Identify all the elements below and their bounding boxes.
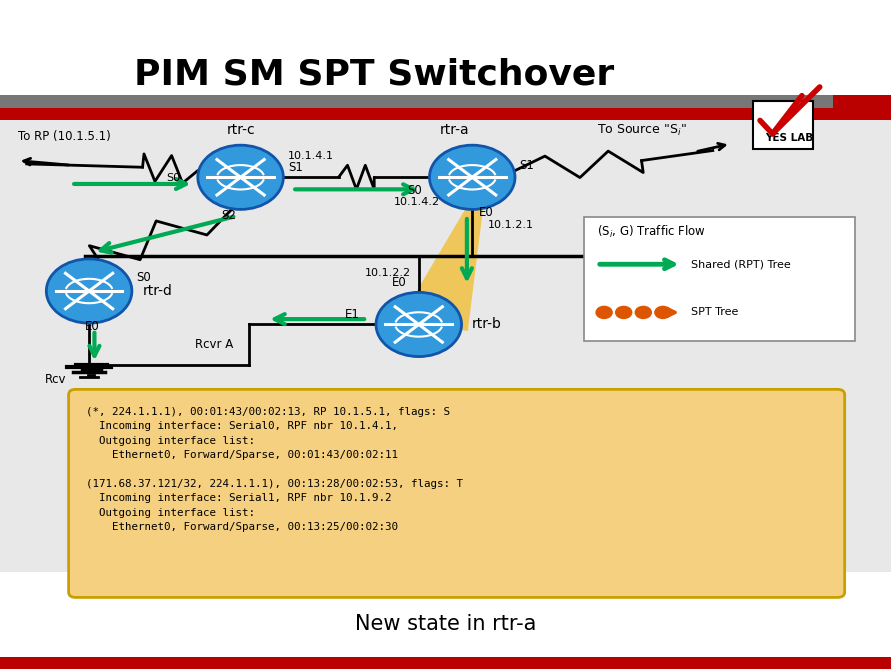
Text: S0: S0 [407,184,422,197]
Text: 10.1.4.1: 10.1.4.1 [288,151,334,161]
Text: S0: S0 [166,173,180,183]
Bar [0,95,833,108]
Text: To RP (10.1.5.1): To RP (10.1.5.1) [18,130,110,143]
Text: 10.1.2.1: 10.1.2.1 [488,220,535,230]
Bar [0,108,891,120]
Text: 10.1.2.2: 10.1.2.2 [365,268,412,278]
Circle shape [429,145,515,209]
Text: E0: E0 [479,206,495,219]
Text: YES LAB: YES LAB [765,134,813,143]
Text: Shared (RPT) Tree: Shared (RPT) Tree [691,260,790,269]
Bar [0,107,891,572]
Text: New state in rtr-a: New state in rtr-a [355,613,536,634]
Circle shape [376,292,462,357]
Text: PIM SM SPT Switchover: PIM SM SPT Switchover [134,58,615,91]
Text: E1: E1 [345,308,360,320]
Text: Rcv: Rcv [45,373,66,386]
Text: To Source "S$_i$": To Source "S$_i$" [597,123,687,138]
Text: S1: S1 [288,161,303,173]
Text: rtr-c: rtr-c [226,123,255,137]
Circle shape [635,306,651,318]
Text: rtr-b: rtr-b [472,318,503,331]
Text: rtr-d: rtr-d [143,284,173,298]
Text: (*, 224.1.1.1), 00:01:43/00:02:13, RP 10.1.5.1, flags: S
  Incoming interface: S: (*, 224.1.1.1), 00:01:43/00:02:13, RP 10… [86,407,463,532]
Text: S0: S0 [136,271,151,284]
Text: S1: S1 [519,159,535,172]
Text: rtr-a: rtr-a [439,123,470,137]
Bar [0,657,891,669]
FancyBboxPatch shape [69,389,845,597]
Text: (S$_i$, G) Traffic Flow: (S$_i$, G) Traffic Flow [597,223,706,240]
Text: E0: E0 [85,320,100,332]
Circle shape [46,259,132,323]
Circle shape [198,145,283,209]
Circle shape [655,306,671,318]
Text: S2: S2 [221,209,236,222]
FancyBboxPatch shape [584,217,855,341]
Bar [0,0,891,95]
Text: E0: E0 [392,276,407,288]
Text: 10.1.4.2: 10.1.4.2 [394,197,440,207]
Circle shape [596,306,612,318]
Circle shape [616,306,632,318]
Bar [833,95,891,108]
Bar [753,101,813,149]
Text: SPT Tree: SPT Tree [691,308,738,317]
Text: Rcvr A: Rcvr A [195,338,233,351]
Polygon shape [401,209,483,331]
